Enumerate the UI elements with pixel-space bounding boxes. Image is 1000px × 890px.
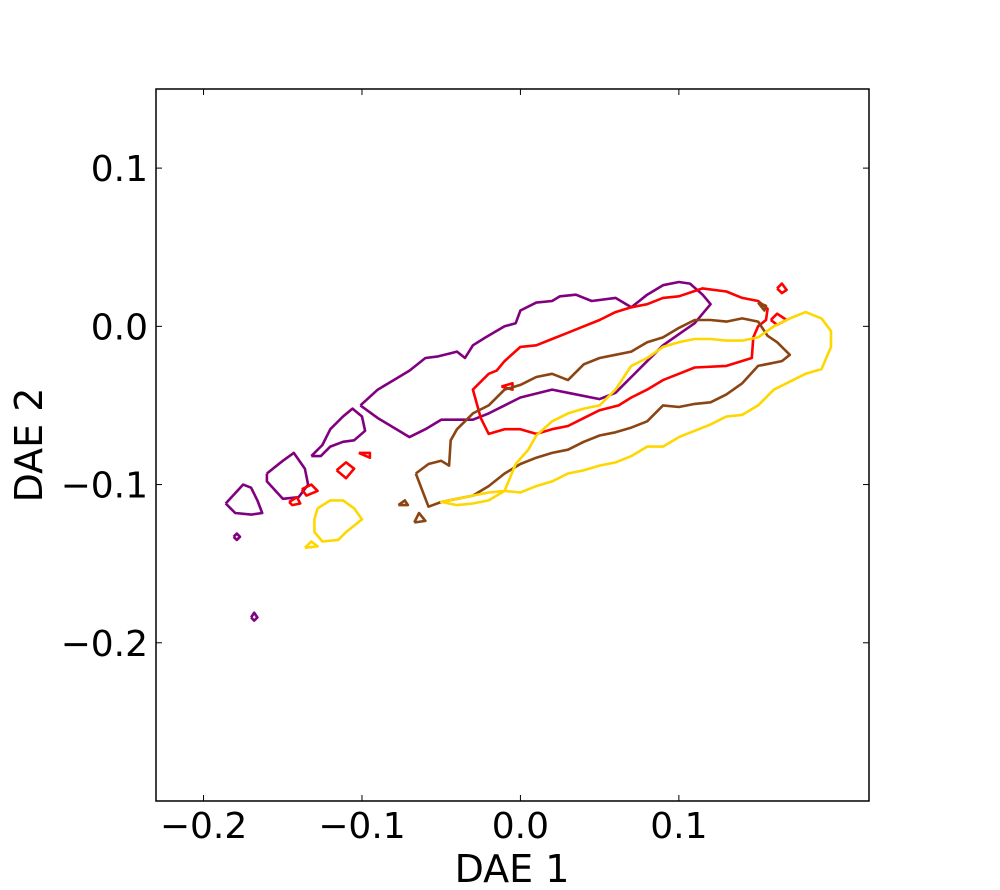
y-tick-label: −0.1 — [61, 466, 148, 507]
contour-line-series-2-5 — [358, 451, 372, 460]
contour-line-series-4-2 — [303, 540, 319, 550]
contour-line-series-3-3 — [397, 499, 410, 507]
contour-line-series-1-4 — [224, 483, 264, 516]
contour-line-series-1-2 — [310, 407, 367, 458]
plot-frame — [155, 88, 870, 802]
contour-line-series-2-3 — [300, 483, 319, 497]
contour-line-series-1-5 — [232, 532, 242, 542]
contour-line-series-4-3 — [313, 499, 364, 543]
tick-layer: −0.2 −0.1 0.0 0.1 −0.2 −0.1 0.0 0.1 — [61, 89, 869, 847]
contour-line-series-4-1 — [439, 310, 833, 507]
y-tick-label: −0.2 — [61, 624, 148, 665]
contour-line-series-1-3 — [265, 451, 310, 501]
contour-line-series-3-4 — [757, 301, 768, 312]
contour-line-series-3-2 — [413, 511, 427, 524]
contour-line-series-1-6 — [250, 611, 259, 622]
x-tick-label: 0.1 — [650, 806, 707, 847]
contour-line-series-1-1 — [359, 280, 712, 439]
y-tick-label: 0.1 — [91, 149, 148, 190]
contour-layer — [224, 280, 833, 622]
contour-line-series-2-4 — [288, 495, 302, 507]
contour-line-series-3-1 — [414, 317, 792, 509]
contour-line-series-2-7 — [776, 282, 788, 295]
y-tick-label: 0.0 — [91, 307, 148, 348]
x-tick-label: −0.2 — [160, 806, 247, 847]
x-tick-label: 0.0 — [492, 806, 549, 847]
x-axis-label: DAE 1 — [455, 847, 570, 890]
contour-line-series-2-2 — [335, 461, 356, 480]
y-axis-label: DAE 2 — [7, 388, 51, 503]
x-tick-label: −0.1 — [318, 806, 405, 847]
